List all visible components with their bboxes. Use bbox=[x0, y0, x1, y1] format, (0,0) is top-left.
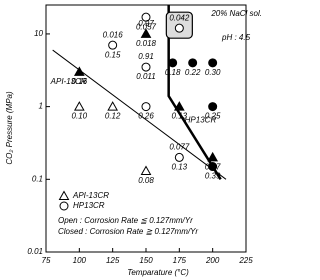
y-tick-label: 0.01 bbox=[27, 247, 43, 256]
data-point bbox=[141, 12, 151, 22]
data-point bbox=[141, 62, 151, 72]
y-tick-label: 0.1 bbox=[32, 174, 43, 183]
data-point bbox=[208, 162, 218, 172]
x-tick-label: 150 bbox=[139, 256, 153, 265]
point-label: 0.25 bbox=[205, 112, 221, 121]
point-label: 0.13 bbox=[172, 112, 188, 121]
point-label: 0.042 bbox=[169, 13, 190, 22]
point-label: 0.18 bbox=[165, 68, 181, 77]
data-point bbox=[174, 23, 184, 33]
x-axis-title: Temparature (°C) bbox=[127, 268, 189, 277]
point-label: 0.077 bbox=[169, 143, 190, 152]
point-label: 0.018 bbox=[136, 39, 157, 48]
x-tick-label: 225 bbox=[238, 256, 253, 265]
data-point bbox=[108, 40, 118, 50]
point-label: 0.011 bbox=[136, 72, 155, 81]
point-label: 0.16 bbox=[72, 77, 88, 86]
point-label: 0.08 bbox=[138, 176, 154, 185]
legend-label: HP13CR bbox=[73, 201, 105, 210]
annotation: pH : 4.5 bbox=[221, 33, 251, 42]
data-point bbox=[73, 101, 85, 111]
point-label: 0.057 bbox=[136, 22, 157, 31]
point-label: 0.91 bbox=[138, 52, 154, 61]
data-point bbox=[140, 28, 152, 38]
chart: Temparature (°C) CO₂ Pressure (MPa) 20% … bbox=[5, 4, 262, 277]
point-label: 0.10 bbox=[72, 112, 88, 121]
data-point bbox=[173, 101, 185, 111]
legend-marker bbox=[58, 190, 70, 200]
x-tick-label: 200 bbox=[205, 256, 220, 265]
data-point bbox=[107, 101, 119, 111]
data-point bbox=[208, 102, 218, 112]
data-point bbox=[141, 102, 151, 112]
boundary-label: HP13CR bbox=[185, 115, 217, 124]
point-label: 0.30 bbox=[205, 68, 221, 77]
x-tick-label: 125 bbox=[106, 256, 120, 265]
point-label: 0.016 bbox=[103, 30, 124, 39]
data-point bbox=[73, 66, 85, 76]
data-point bbox=[188, 58, 198, 68]
data-point bbox=[140, 165, 152, 176]
boundary-label: API-13CR bbox=[50, 77, 87, 86]
annotation: 20% NaCl sol. bbox=[210, 9, 262, 18]
legend-marker bbox=[59, 201, 69, 211]
point-label: 0.15 bbox=[105, 50, 121, 59]
y-axis-title: CO₂ Pressure (MPa) bbox=[5, 91, 14, 165]
data-point bbox=[174, 152, 184, 162]
data-point bbox=[208, 58, 218, 68]
data-point bbox=[207, 151, 219, 162]
point-label: 0.97 bbox=[138, 19, 154, 28]
legend-label: API-13CR bbox=[72, 191, 109, 200]
y-tick-label: 10 bbox=[34, 29, 43, 38]
point-label: 0.26 bbox=[138, 112, 154, 121]
x-tick-label: 175 bbox=[173, 256, 187, 265]
x-tick-label: 100 bbox=[73, 256, 87, 265]
x-tick-label: 75 bbox=[42, 256, 51, 265]
point-label: 0.39 bbox=[205, 172, 221, 181]
data-point bbox=[168, 58, 178, 68]
y-tick-label: 1 bbox=[39, 102, 43, 111]
point-label: 0.12 bbox=[105, 112, 121, 121]
point-label: 0.13 bbox=[172, 163, 188, 172]
legend-note: Closed : Corrosion Rate ≧ 0.127mm/Yr bbox=[58, 227, 198, 236]
point-label: 0.22 bbox=[185, 68, 201, 77]
legend-note: Open : Corrosion Rate ≦ 0.127mm/Yr bbox=[58, 216, 193, 225]
